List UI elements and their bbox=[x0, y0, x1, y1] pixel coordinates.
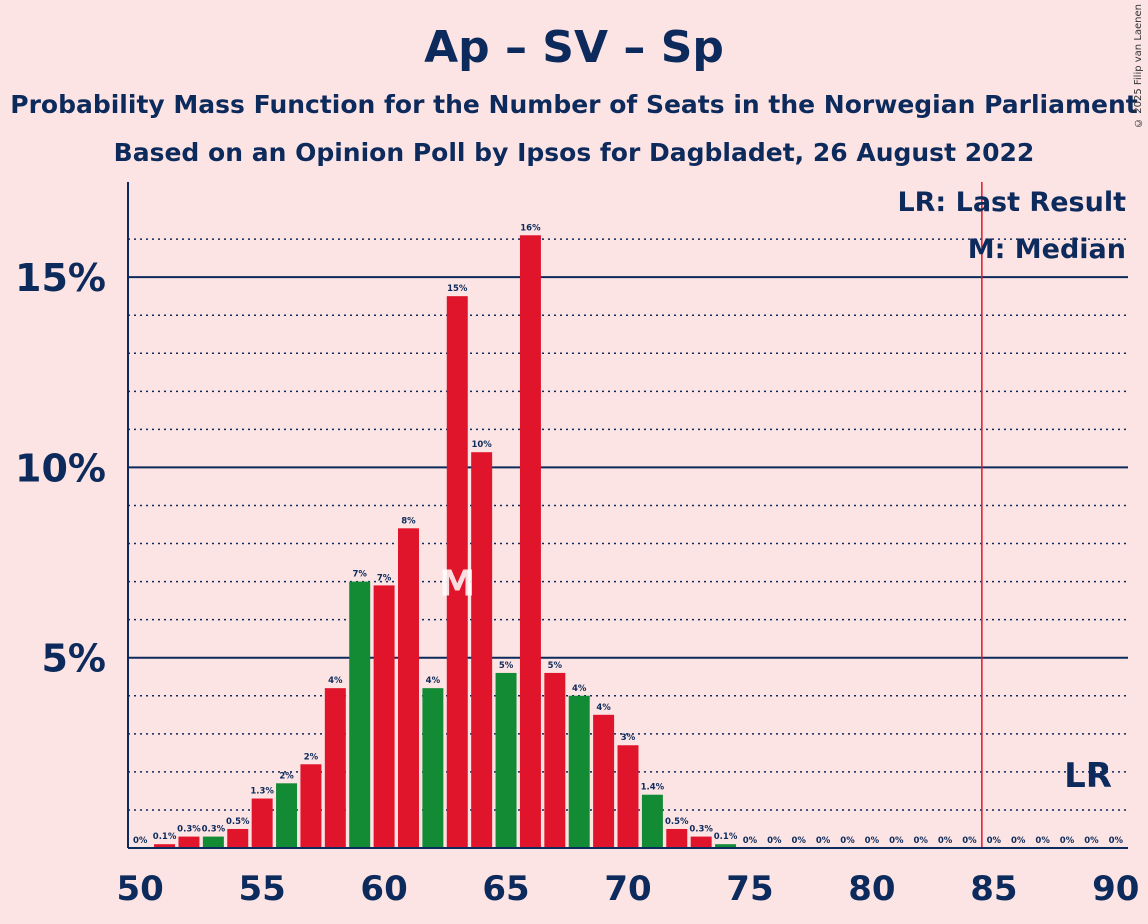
bar-value-label: 5% bbox=[499, 661, 514, 671]
bar-value-label: 0% bbox=[792, 836, 807, 846]
bar-value-label: 0% bbox=[913, 836, 928, 846]
bar bbox=[471, 452, 493, 848]
bar bbox=[349, 581, 371, 848]
bar bbox=[227, 828, 249, 848]
bar-value-label: 0.3% bbox=[689, 825, 713, 835]
bar-value-label: 10% bbox=[471, 440, 492, 450]
bar-value-label: 0.5% bbox=[226, 817, 250, 827]
bar bbox=[422, 688, 444, 848]
x-tick-label: 85 bbox=[970, 869, 1017, 909]
bar bbox=[715, 844, 737, 848]
bar-value-label: 0% bbox=[1109, 836, 1124, 846]
bar bbox=[178, 836, 200, 848]
bar bbox=[519, 235, 541, 848]
bar-value-label: 7% bbox=[352, 570, 367, 580]
x-tick-label: 55 bbox=[238, 869, 285, 909]
bar-value-label: 2% bbox=[304, 752, 319, 762]
bar-value-label: 0% bbox=[889, 836, 904, 846]
bar-value-label: 3% bbox=[621, 733, 636, 743]
x-tick-label: 80 bbox=[848, 869, 895, 909]
bar-value-label: 4% bbox=[426, 676, 441, 686]
bar bbox=[202, 836, 224, 848]
y-tick-label: 15% bbox=[15, 256, 106, 300]
bar-value-label: 0% bbox=[1084, 836, 1099, 846]
bar bbox=[666, 828, 688, 848]
bar-value-label: 0% bbox=[743, 836, 758, 846]
median-marker: M bbox=[439, 564, 475, 605]
bar bbox=[398, 528, 419, 848]
bar-value-label: 4% bbox=[596, 703, 611, 713]
bar-value-label: 0% bbox=[938, 836, 953, 846]
x-tick-label: 65 bbox=[482, 869, 529, 909]
bar bbox=[324, 688, 346, 848]
bar bbox=[544, 672, 566, 848]
bar-value-label: 1.3% bbox=[250, 787, 274, 797]
bar bbox=[593, 714, 615, 848]
bar-value-label: 1.4% bbox=[641, 783, 665, 793]
bar-value-label: 0% bbox=[962, 836, 977, 846]
bar-value-label: 0% bbox=[133, 836, 148, 846]
y-tick-label: 10% bbox=[15, 446, 106, 490]
bar bbox=[154, 844, 176, 848]
bar-value-label: 8% bbox=[401, 516, 416, 526]
bar-value-label: 0% bbox=[816, 836, 831, 846]
bar-value-label: 16% bbox=[520, 223, 541, 233]
last-result-marker: LR bbox=[1064, 756, 1112, 796]
bar-value-label: 0% bbox=[1011, 836, 1026, 846]
bar-value-label: 0% bbox=[767, 836, 782, 846]
bar bbox=[495, 672, 517, 848]
bar-value-label: 15% bbox=[447, 284, 468, 294]
bar bbox=[300, 764, 322, 848]
x-tick-label: 50 bbox=[117, 869, 164, 909]
bar-value-label: 0.3% bbox=[202, 825, 226, 835]
bar bbox=[251, 798, 273, 848]
bar bbox=[446, 296, 468, 849]
bar-value-label: 2% bbox=[279, 771, 294, 781]
bar-value-label: 0.1% bbox=[714, 832, 738, 842]
bar-value-label: 7% bbox=[377, 573, 392, 583]
bar-value-label: 0% bbox=[840, 836, 855, 846]
y-tick-label: 5% bbox=[41, 637, 106, 681]
bar bbox=[568, 695, 590, 848]
x-tick-label: 70 bbox=[604, 869, 651, 909]
bar-value-label: 0.5% bbox=[665, 817, 689, 827]
legend-median: M: Median bbox=[968, 234, 1126, 265]
bar bbox=[373, 585, 395, 848]
bar bbox=[617, 745, 639, 848]
bar bbox=[690, 836, 712, 848]
chart-subtitle-2: Based on an Opinion Poll by Ipsos for Da… bbox=[113, 138, 1035, 167]
bar-value-label: 5% bbox=[548, 661, 563, 671]
bar-value-label: 4% bbox=[328, 676, 343, 686]
bar-value-label: 0% bbox=[865, 836, 880, 846]
chart-title: Ap – SV – Sp bbox=[424, 22, 724, 73]
bar-value-label: 0.1% bbox=[153, 832, 177, 842]
bar bbox=[641, 794, 663, 848]
bar-value-label: 0% bbox=[987, 836, 1002, 846]
bar-value-label: 4% bbox=[572, 684, 587, 694]
bar-value-label: 0% bbox=[1035, 836, 1050, 846]
legend-last-result: LR: Last Result bbox=[897, 187, 1126, 218]
x-tick-label: 75 bbox=[726, 869, 773, 909]
x-tick-label: 90 bbox=[1092, 869, 1139, 909]
bar bbox=[276, 783, 298, 848]
bar-value-label: 0% bbox=[1060, 836, 1075, 846]
bar-value-label: 0.3% bbox=[177, 825, 201, 835]
chart-subtitle: Probability Mass Function for the Number… bbox=[10, 90, 1138, 119]
x-tick-label: 60 bbox=[360, 869, 407, 909]
